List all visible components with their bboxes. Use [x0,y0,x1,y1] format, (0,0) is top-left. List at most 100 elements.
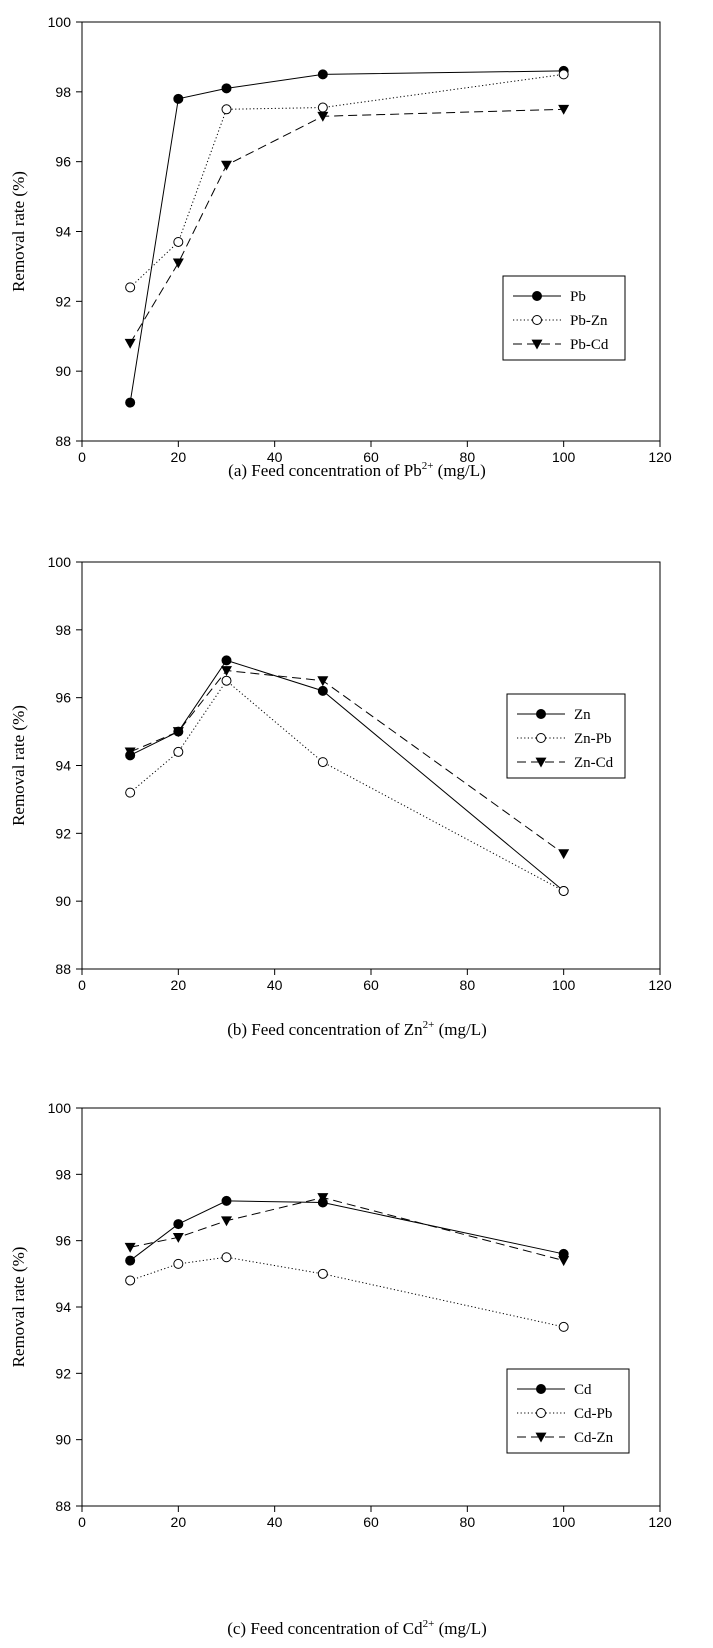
y-tick-label: 92 [55,825,71,841]
x-tick-label: 20 [171,977,187,993]
data-point [317,69,328,80]
series-zn-cd [124,666,570,860]
series-line [130,1256,564,1328]
x-tick-label: 40 [267,1514,283,1530]
x-tick-label: 60 [363,1514,379,1530]
legend-label: Pb-Cd [570,337,609,353]
legend-label: Zn [574,707,591,723]
x-axis-label: (b) Feed concentration of Zn2+ (mg/L) [227,1019,487,1039]
y-tick-label: 96 [55,690,71,706]
x-tick-label: 60 [363,977,379,993]
legend-label: Cd-Pb [574,1406,612,1422]
series-line [129,670,564,855]
legend: Zn Zn-Pb Zn-Cd [506,693,626,779]
x-tick-label: 120 [648,449,672,465]
data-point [221,1252,232,1263]
data-point [173,236,184,247]
legend-marker [531,339,543,350]
x-tick-label: 0 [78,1514,86,1530]
data-point [172,727,184,738]
data-point [173,1219,184,1230]
y-tick-label: 88 [55,433,71,449]
x-tick-label: 40 [267,977,283,993]
legend-marker [536,1384,546,1394]
series-line [129,679,564,892]
data-point [221,655,232,666]
chart-panel-2: 0 20 40 60 80 100 120 88 90 92 94 96 98 100 Removal ra… [9,554,672,1039]
y-tick-label: 98 [55,622,71,638]
y-tick-label: 90 [55,1432,71,1448]
x-axis-label: (c) Feed concentration of Cd2+ (mg/L) [227,1618,487,1638]
data-point [125,282,136,293]
series-line [129,659,564,892]
series-zn-pb [125,675,569,896]
data-point [221,104,232,115]
y-tick-label: 90 [55,893,71,909]
x-tick-label: 100 [552,449,576,465]
legend-box [502,275,626,361]
series-pb [125,65,569,408]
x-tick-label: 100 [552,1514,576,1530]
series-line [129,73,564,288]
series-cd-zn [124,1193,570,1267]
data-point [317,1193,329,1204]
y-tick-label: 100 [48,1100,72,1116]
legend: Pb Pb-Zn Pb-Cd [502,275,626,361]
x-tick-label: 80 [460,449,476,465]
legend-marker [532,291,542,301]
y-tick-label: 100 [48,554,72,570]
chart-panel-3: 0 20 40 60 80 100 120 88 90 92 94 96 98 100 Removal ra… [9,1100,672,1638]
series-zn [125,655,569,896]
x-tick-label: 80 [460,1514,476,1530]
x-tick-label: 120 [648,1514,672,1530]
series-line [129,1200,564,1261]
y-tick-label: 96 [55,154,71,170]
data-point [558,849,570,860]
data-point [558,69,569,80]
data-point [125,1275,136,1286]
x-tick-label: 80 [460,977,476,993]
y-axis-label: Removal rate (%) [9,1247,28,1368]
data-point [124,747,136,758]
series-line [129,70,564,403]
data-point [558,1256,570,1267]
y-tick-label: 94 [55,758,71,774]
plot-frame [81,21,661,442]
y-tick-label: 88 [55,961,71,977]
legend-marker [535,757,547,768]
legend-box [506,693,626,779]
y-tick-label: 94 [55,224,71,240]
legend-label: Zn-Cd [574,755,614,771]
series-cd [125,1195,569,1266]
legend-marker [535,1432,547,1443]
data-point [125,787,136,798]
series-pb-cd [124,104,570,349]
data-point [221,666,232,677]
data-point [124,1242,136,1253]
legend-marker [536,709,546,719]
data-point [317,102,328,113]
series-line [129,108,564,344]
data-point [173,1258,184,1269]
chart-panel-1: 0 20 40 60 80 100 120 88 90 92 94 96 98 100 Removal ra… [9,14,672,480]
data-point [221,83,232,94]
legend: Cd Cd-Pb Cd-Zn [506,1368,630,1454]
data-point [558,104,570,115]
y-tick-label: 98 [55,1166,71,1182]
legend-box [506,1368,630,1454]
data-point [317,111,329,122]
x-tick-label: 60 [363,449,379,465]
series-line [130,1197,564,1262]
legend-label: Cd-Zn [574,1430,614,1446]
x-tick-label: 20 [171,449,187,465]
x-tick-label: 20 [171,1514,187,1530]
legend-marker [532,315,542,325]
x-tick-label: 0 [78,449,86,465]
data-point [173,93,184,104]
legend-label: Zn-Pb [574,731,612,747]
y-tick-label: 100 [48,14,72,30]
y-tick-label: 96 [55,1233,71,1249]
data-point [221,160,232,171]
series-cd-pb [125,1252,569,1332]
